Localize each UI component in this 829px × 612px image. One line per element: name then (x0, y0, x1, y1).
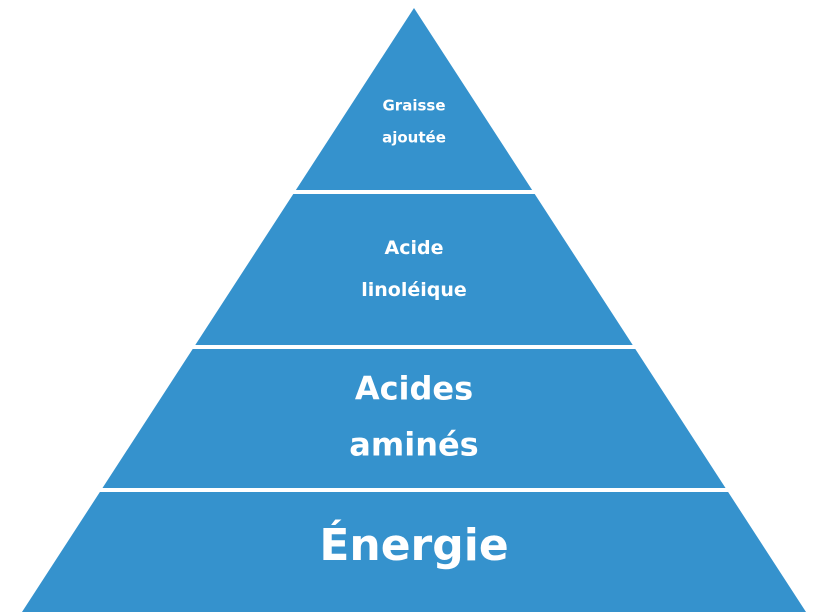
level-label: linoléique (361, 279, 467, 301)
level-label: Graisse (382, 97, 445, 115)
level-label: Énergie (319, 518, 508, 571)
pyramid-level (22, 492, 806, 612)
level-label: Acides (355, 370, 473, 408)
pyramid-level (195, 194, 633, 345)
level-label: ajoutée (382, 129, 446, 147)
pyramid-level (102, 349, 726, 488)
level-label: Acide (385, 237, 444, 259)
level-label: aminés (349, 426, 478, 464)
pyramid-level (295, 8, 533, 190)
